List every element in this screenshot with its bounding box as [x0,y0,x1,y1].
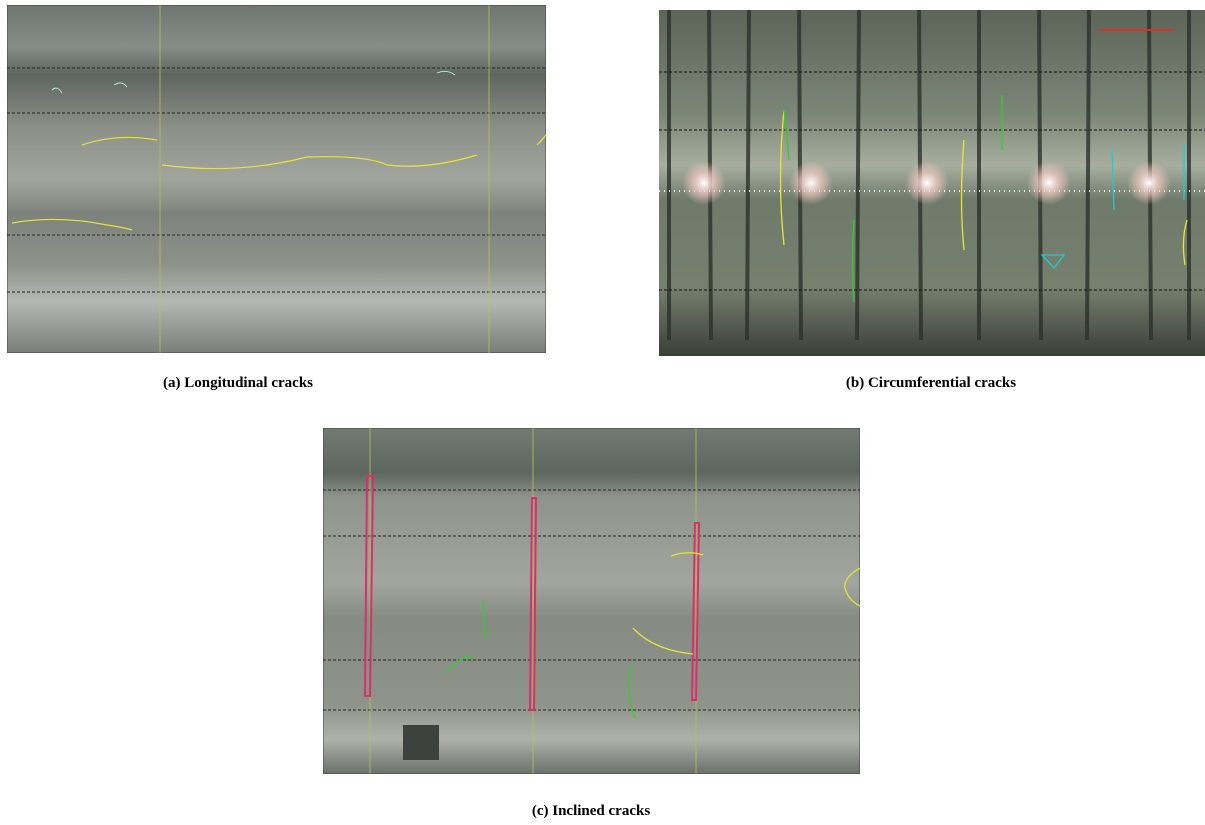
panel-a-image [7,5,546,353]
caption: (b) Circumferential cracks [845,375,1017,391]
caption: (c) Inclined cracks [531,803,651,819]
panel-c-image [323,428,860,774]
panel-b-image [659,10,1205,356]
caption: (a) Longitudinal cracks [162,375,314,391]
